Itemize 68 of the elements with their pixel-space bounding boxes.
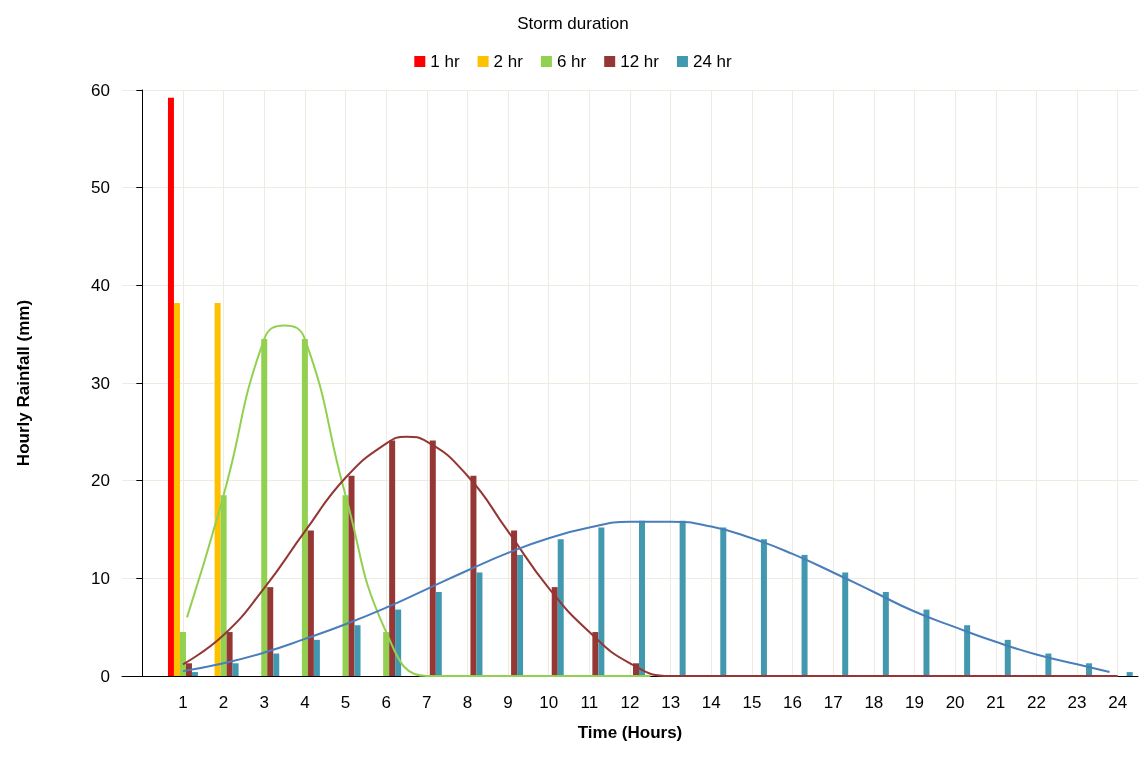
bar [273,653,280,676]
x-tick-label: 13 [661,693,681,712]
bar [179,632,186,676]
x-tick-label: 23 [1067,693,1087,712]
bar [882,592,889,676]
bar [557,539,564,676]
x-tick-label: 4 [300,693,310,712]
x-tick-label: 12 [620,693,640,712]
bar [517,554,524,676]
bar [167,97,174,676]
x-tick-label: 19 [905,693,924,712]
x-tick-label: 10 [539,693,559,712]
bar [679,520,686,676]
bar [598,527,605,676]
y-tick-label: 60 [91,80,110,100]
x-tick-label: 3 [259,693,269,712]
bar [313,639,320,676]
y-tick-label: 0 [100,666,110,686]
x-tick-label: 11 [580,693,599,712]
legend-label: 12 hr [620,52,660,71]
bar [232,663,239,676]
legend-label: 24 hr [692,52,733,71]
y-tick-label: 20 [91,471,110,491]
bar [214,302,221,676]
bar [1126,672,1133,676]
x-tick-label: 7 [422,693,432,712]
x-axis-title: Time (Hours) [577,723,683,742]
x-tick-label: 8 [462,693,473,712]
bar [923,609,930,676]
legend-title: Storm duration [517,14,629,33]
line-series [181,435,1119,677]
x-tick-label: 15 [742,693,762,712]
x-tick-label: 18 [864,693,884,712]
x-tick-label: 2 [218,693,229,712]
x-tick-label: 21 [986,693,1006,712]
x-tick-label: 5 [340,693,351,712]
x-tick-label: 1 [178,693,188,712]
x-tick-label: 17 [823,693,843,712]
x-tick-label: 9 [503,693,513,712]
y-tick-label: 30 [91,373,110,393]
bar [173,302,180,676]
bar [476,572,483,676]
bar [801,554,808,676]
bar [354,625,361,676]
y-tick-label: 10 [91,568,110,588]
line-series [181,520,1111,674]
bar [964,625,971,676]
bar [1004,639,1011,676]
y-axis-title: Hourly Rainfall (mm) [14,299,33,467]
bar [435,592,442,676]
x-tick-label: 14 [701,693,721,712]
x-tick-label: 20 [945,693,965,712]
legend-label: 2 hr [493,52,524,71]
y-tick-label: 40 [91,275,110,295]
x-tick-label: 6 [381,693,391,712]
bar [760,539,767,676]
bar [720,527,727,676]
y-tick-label: 50 [91,178,110,198]
bar [191,672,198,676]
legend-label: 1 hr [430,52,460,71]
bar [395,609,402,676]
legend-label: 6 hr [556,52,587,71]
x-tick-label: 16 [783,693,803,712]
x-tick-label: 22 [1026,693,1046,712]
bar [639,520,645,676]
x-tick-label: 24 [1108,693,1128,712]
bar [842,572,849,676]
line-series [186,324,652,677]
